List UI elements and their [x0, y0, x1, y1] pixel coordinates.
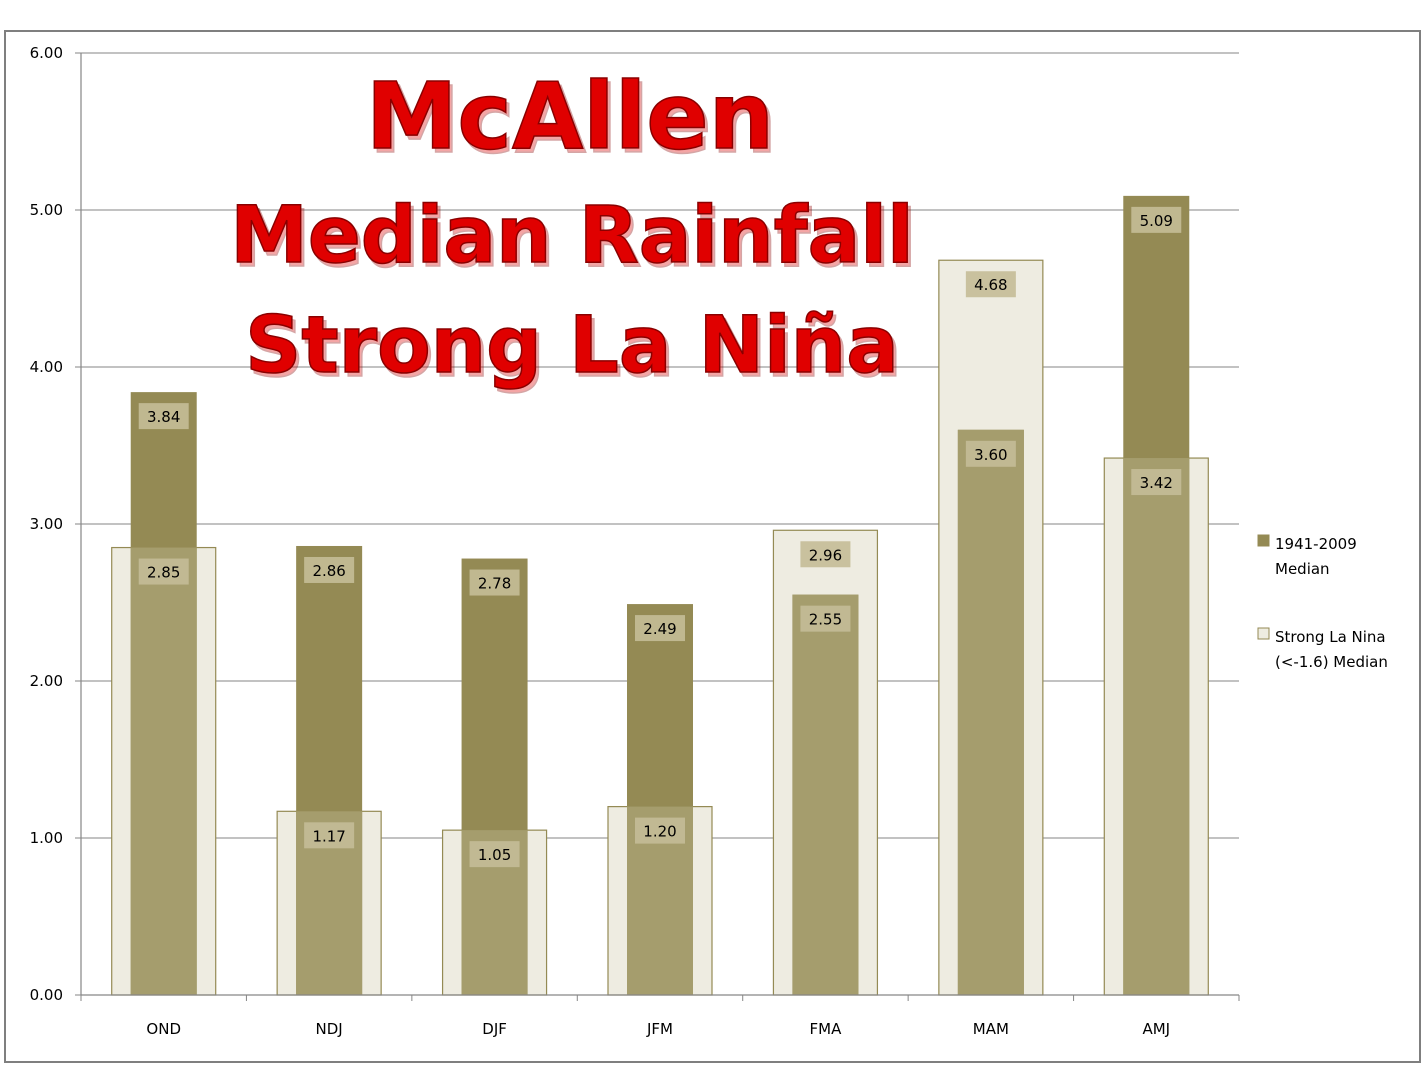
data-label-strong-la-nina: 1.17 [312, 827, 345, 845]
data-label-1941-2009: 2.55 [809, 611, 842, 629]
data-label-strong-la-nina: 3.42 [1140, 474, 1173, 492]
y-tick-label: 5.00 [30, 201, 63, 219]
chart-title-line: Strong La Niña [245, 301, 899, 391]
data-label-strong-la-nina-bg [965, 271, 1016, 298]
data-label-1941-2009: 5.09 [1140, 212, 1173, 230]
data-label-strong-la-nina: 4.68 [974, 276, 1007, 294]
y-tick-label: 3.00 [30, 515, 63, 533]
data-label-strong-la-nina-bg [469, 841, 520, 868]
data-label-strong-la-nina: 1.20 [643, 823, 676, 841]
x-tick-label: FMA [810, 1020, 843, 1038]
data-label-1941-2009: 2.78 [478, 575, 511, 593]
data-label-1941-2009: 2.86 [312, 562, 345, 580]
bars [111, 195, 1209, 996]
data-label-1941-2009-bg [469, 569, 520, 596]
legend-label: 1941-2009 [1275, 535, 1357, 553]
data-label-1941-2009-bg [965, 440, 1016, 467]
data-label-1941-2009-bg [635, 615, 685, 642]
legend: 1941-2009 Median Strong La Nina (<-1.6) Med… [1257, 534, 1388, 671]
data-label-1941-2009: 3.60 [974, 446, 1007, 464]
data-label-strong-la-nina: 2.96 [809, 546, 842, 564]
data-label-1941-2009: 2.49 [643, 620, 676, 638]
data-label-strong-la-nina-bg [304, 822, 355, 849]
data-label-strong-la-nina-bg [138, 558, 189, 585]
axes: 0.00 1.00 2.00 3.00 4.00 5.00 6.00 OND NDJ DJF JFM… [30, 44, 1240, 1038]
y-tick-label: 6.00 [30, 44, 63, 62]
bar-overlap [792, 594, 859, 995]
y-tick-label: 0.00 [30, 986, 63, 1004]
gridlines [81, 52, 1239, 839]
bar-overlap [1123, 458, 1190, 995]
y-tick-label: 2.00 [30, 672, 63, 690]
x-tick-label: JFM [646, 1020, 673, 1038]
legend-label: (<-1.6) Median [1275, 653, 1388, 671]
data-label-strong-la-nina-bg [1131, 469, 1182, 496]
x-tick-label: DJF [482, 1020, 507, 1038]
x-tick-label: AMJ [1142, 1020, 1170, 1038]
data-label-strong-la-nina-bg [635, 817, 685, 844]
y-tick-label: 1.00 [30, 829, 63, 847]
data-labels: 3.84 2.85 2.86 1.17 2.78 1.05 2.49 1.20 2.55 2.96… [138, 206, 1182, 868]
legend-swatch [1257, 627, 1270, 640]
legend-label: Median [1275, 560, 1330, 578]
data-label-strong-la-nina: 2.85 [147, 564, 180, 582]
data-label-1941-2009-bg [1131, 206, 1182, 233]
bar-overlap [130, 547, 197, 995]
chart-title-shadow: Median Rainfall [233, 195, 916, 285]
x-tick-label: OND [146, 1020, 181, 1038]
y-tick-label: 4.00 [30, 358, 63, 376]
data-label-strong-la-nina-bg [800, 541, 851, 568]
chart-title-shadow: McAllen [369, 67, 777, 174]
chart-title-line: McAllen [366, 63, 774, 170]
chart-title-shadow: Strong La Niña [248, 305, 902, 395]
chart-title-line: Median Rainfall [230, 191, 913, 281]
data-label-1941-2009-bg [800, 605, 851, 632]
data-label-strong-la-nina: 1.05 [478, 846, 511, 864]
data-label-1941-2009-bg [138, 403, 189, 430]
data-label-1941-2009: 3.84 [147, 408, 180, 426]
bar-overlap [957, 429, 1024, 995]
x-tick-label: MAM [973, 1020, 1009, 1038]
data-label-1941-2009-bg [304, 556, 355, 583]
legend-swatch [1257, 534, 1270, 547]
legend-label: Strong La Nina [1275, 628, 1386, 646]
x-tick-label: NDJ [316, 1020, 343, 1038]
